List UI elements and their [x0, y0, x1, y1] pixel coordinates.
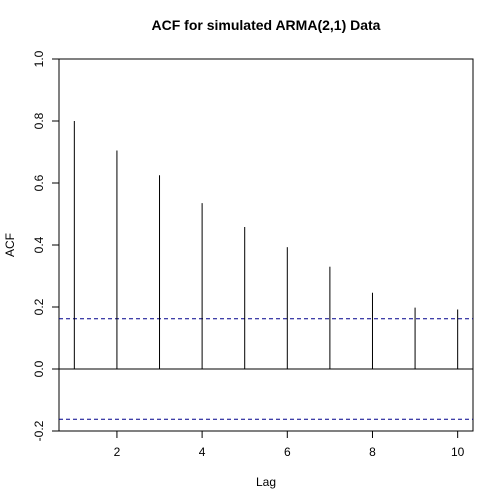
chart-title: ACF for simulated ARMA(2,1) Data	[152, 17, 381, 33]
x-tick-label: 2	[114, 445, 121, 459]
y-tick-label: 0.6	[32, 174, 46, 191]
y-tick-label: 0.2	[32, 298, 46, 315]
y-tick-label: -0.2	[32, 420, 46, 441]
y-tick-label: 0.8	[32, 112, 46, 129]
y-axis-label: ACF	[3, 233, 17, 257]
confidence-bounds	[59, 318, 473, 420]
y-tick-label: 0.4	[32, 236, 46, 253]
y-tick-label: 0.0	[32, 360, 46, 377]
y-tick-label: 1.0	[32, 50, 46, 67]
x-tick-label: 8	[369, 445, 376, 459]
acf-bars	[73, 121, 459, 369]
x-tick-label: 4	[199, 445, 206, 459]
x-axis-label: Lag	[256, 475, 276, 489]
x-axis: 2 4 6 8 10	[114, 431, 465, 459]
x-tick-label: 6	[284, 445, 291, 459]
y-axis: -0.2 0.0 0.2 0.4 0.6 0.8 1.0	[32, 50, 59, 441]
plot-frame	[58, 58, 474, 432]
x-tick-label: 10	[451, 445, 465, 459]
